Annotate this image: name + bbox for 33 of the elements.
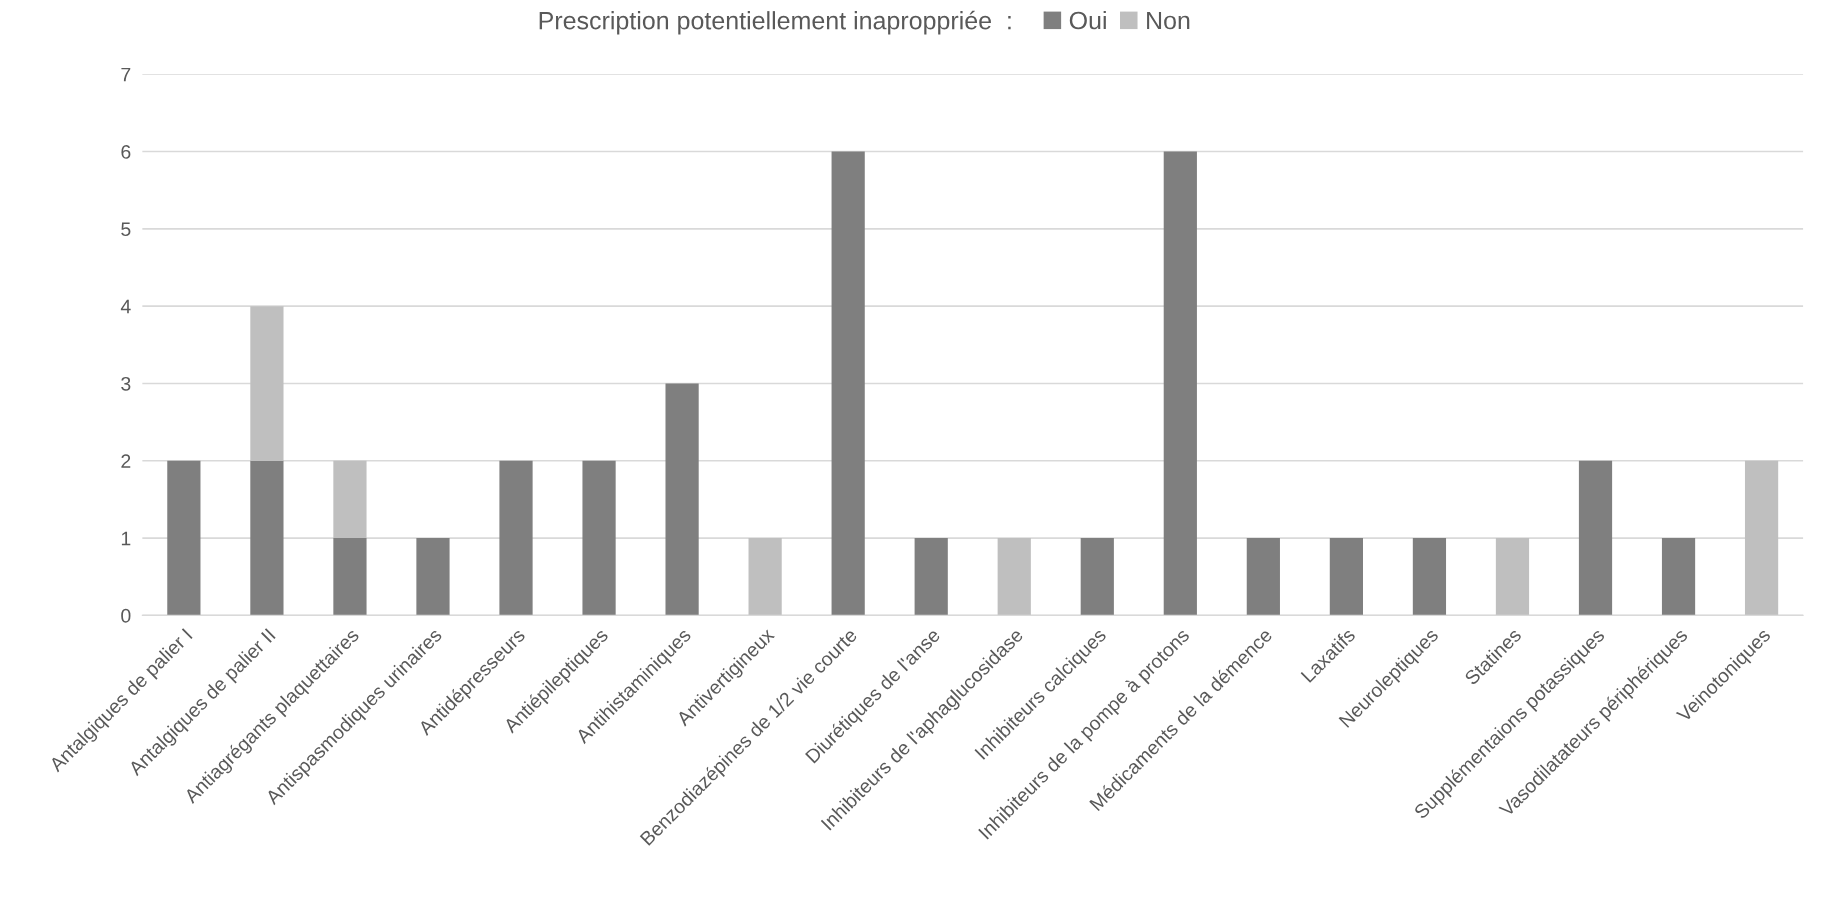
y-tick-label: 4: [120, 299, 131, 314]
bar: [1080, 538, 1114, 616]
bar: [416, 538, 450, 616]
y-tick-label: 5: [121, 222, 131, 237]
bar: [250, 306, 284, 461]
y-tick-label: 2: [121, 454, 131, 468]
bar: [499, 460, 533, 616]
y-tick-label: 0: [121, 608, 131, 623]
bar: [250, 460, 284, 616]
bar: [1495, 538, 1530, 616]
bar: [1744, 460, 1779, 616]
bar: [333, 538, 367, 616]
bar: [831, 151, 865, 616]
legend-label: Non: [1147, 11, 1190, 30]
legend-title: Prescription potentiellement inaproppriée :: [539, 10, 1011, 35]
legend-label: Oui: [1069, 10, 1106, 30]
y-tick-label: 7: [121, 67, 131, 82]
y-tick-label: 1: [121, 531, 131, 546]
bar: [748, 538, 782, 616]
bar: [665, 383, 699, 616]
bar: [333, 460, 367, 539]
y-tick-label: 6: [121, 144, 131, 159]
bar: [1412, 538, 1447, 616]
bar: [1163, 151, 1197, 616]
bar: [1578, 460, 1613, 616]
bar: [1329, 538, 1363, 616]
bar: [997, 538, 1031, 616]
bar: [914, 538, 948, 616]
bar: [1246, 538, 1280, 616]
bar: [582, 460, 616, 616]
y-tick-label: 3: [121, 376, 131, 391]
bar: [167, 460, 201, 616]
bar: [1661, 538, 1696, 616]
